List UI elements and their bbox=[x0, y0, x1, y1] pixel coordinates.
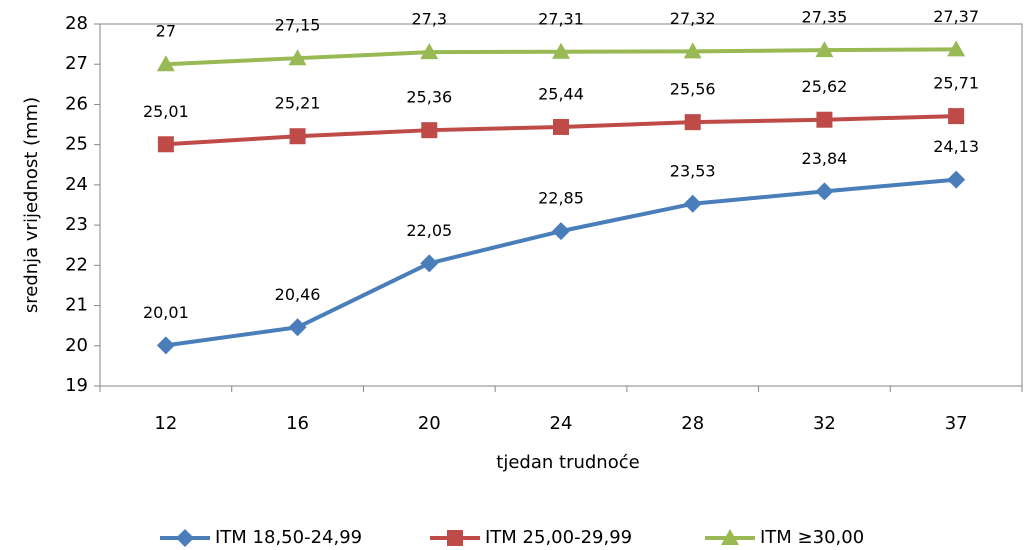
x-tick-label: 24 bbox=[550, 413, 573, 434]
data-label: 23,84 bbox=[802, 149, 848, 168]
data-label: 22,05 bbox=[406, 221, 452, 240]
marker bbox=[289, 128, 306, 145]
y-tick-label: 20 bbox=[65, 335, 88, 356]
x-tick-label: 32 bbox=[813, 413, 836, 434]
data-label: 25,21 bbox=[275, 94, 321, 113]
x-axis-label: tjedan trudnoće bbox=[496, 452, 639, 473]
legend-marker bbox=[176, 529, 194, 547]
marker bbox=[156, 336, 175, 355]
legend-label: ITM 25,00-29,99 bbox=[485, 527, 632, 548]
marker bbox=[553, 118, 569, 135]
marker bbox=[683, 194, 702, 213]
data-label: 25,71 bbox=[933, 74, 979, 93]
x-tick-label: 16 bbox=[286, 413, 309, 434]
y-tick-label: 25 bbox=[65, 134, 88, 155]
marker bbox=[421, 122, 438, 139]
marker bbox=[683, 42, 702, 59]
data-label: 25,36 bbox=[406, 88, 452, 107]
marker bbox=[157, 136, 174, 153]
data-label: 27,3 bbox=[411, 10, 447, 29]
y-axis-label: srednja vrijednost (mm) bbox=[21, 97, 42, 313]
data-label: 20,46 bbox=[275, 285, 321, 304]
data-label: 27,15 bbox=[275, 16, 321, 35]
data-label: 25,44 bbox=[538, 84, 584, 103]
marker bbox=[420, 43, 439, 60]
marker bbox=[816, 111, 833, 128]
y-tick-label: 22 bbox=[65, 254, 88, 275]
marker bbox=[947, 170, 966, 189]
marker bbox=[552, 222, 570, 241]
marker bbox=[288, 49, 307, 66]
data-label: 25,62 bbox=[802, 77, 848, 96]
x-tick-label: 20 bbox=[418, 413, 441, 434]
marker bbox=[156, 55, 175, 72]
marker bbox=[948, 108, 965, 125]
data-label: 27,32 bbox=[670, 9, 716, 28]
y-tick-label: 19 bbox=[65, 375, 88, 396]
marker bbox=[288, 318, 307, 337]
marker bbox=[947, 40, 966, 57]
y-tick-label: 28 bbox=[65, 13, 88, 34]
x-tick-label: 28 bbox=[681, 413, 704, 434]
marker bbox=[684, 114, 701, 131]
y-tick-label: 23 bbox=[65, 214, 88, 235]
legend-marker bbox=[447, 530, 463, 546]
legend-label: ITM 18,50-24,99 bbox=[215, 527, 362, 548]
data-label: 25,01 bbox=[143, 102, 189, 121]
x-tick-label: 12 bbox=[154, 413, 177, 434]
plot-frame bbox=[99, 23, 1023, 387]
y-tick-label: 24 bbox=[65, 174, 88, 195]
y-tick-label: 27 bbox=[65, 53, 88, 74]
data-label: 23,53 bbox=[670, 161, 716, 180]
marker bbox=[420, 254, 439, 273]
legend-label: ITM ≥30,00 bbox=[760, 527, 864, 548]
data-label: 20,01 bbox=[143, 303, 189, 322]
data-label: 27,31 bbox=[538, 9, 584, 28]
marker bbox=[815, 182, 834, 201]
data-label: 24,13 bbox=[933, 137, 979, 156]
data-label: 27 bbox=[156, 22, 176, 41]
marker bbox=[552, 42, 570, 59]
marker bbox=[815, 41, 834, 58]
legend-marker bbox=[721, 529, 739, 545]
data-label: 22,85 bbox=[538, 189, 584, 208]
y-tick-label: 26 bbox=[65, 93, 88, 114]
data-label: 25,56 bbox=[670, 80, 716, 99]
data-label: 27,37 bbox=[933, 7, 979, 26]
x-tick-label: 37 bbox=[945, 413, 968, 434]
y-tick-label: 21 bbox=[65, 295, 88, 316]
data-label: 27,35 bbox=[802, 8, 848, 27]
